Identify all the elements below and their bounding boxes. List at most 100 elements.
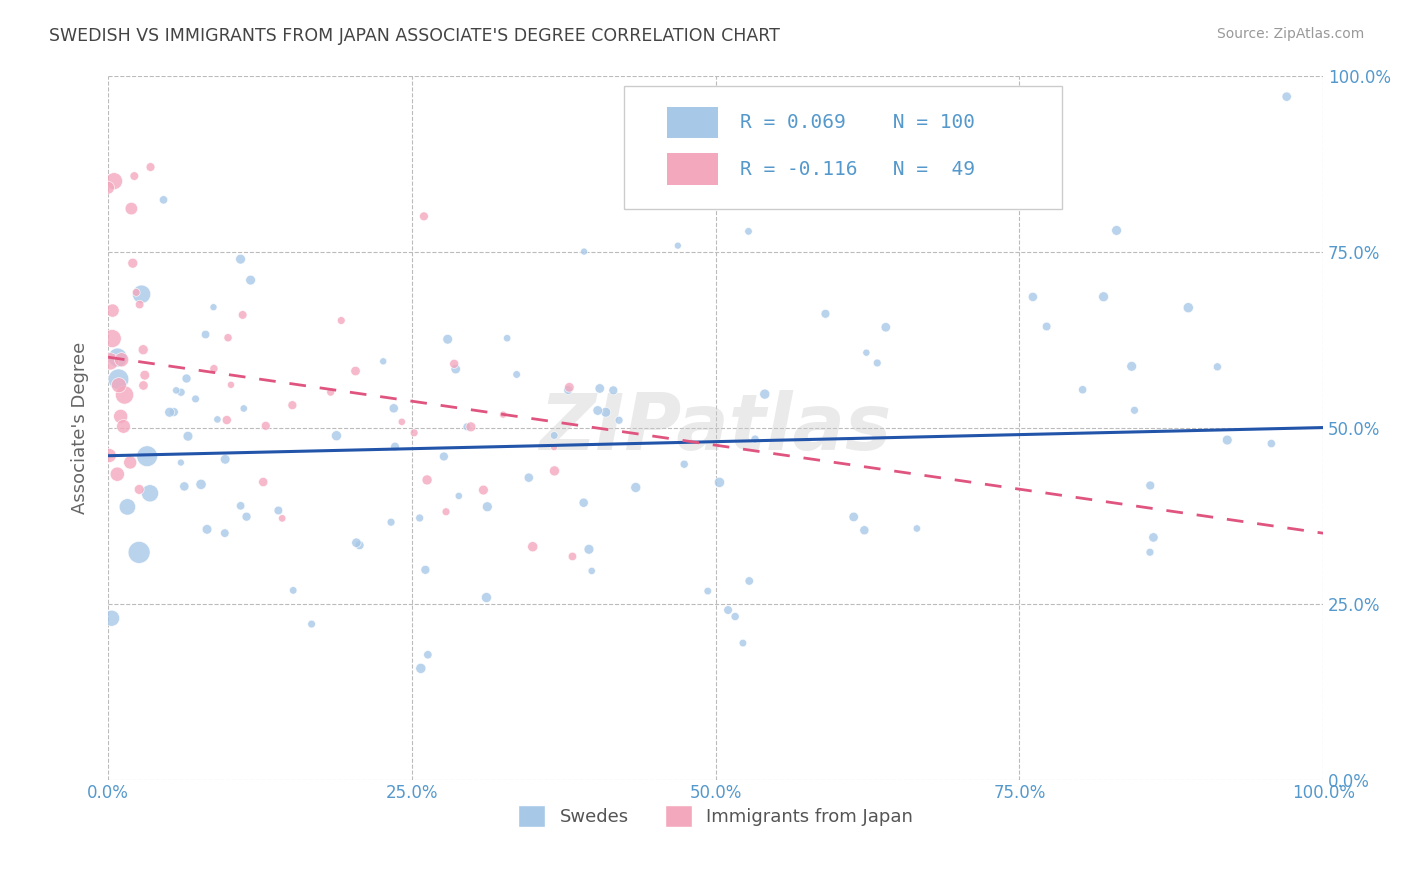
Point xyxy=(444,362,467,376)
Point xyxy=(121,256,143,270)
Point xyxy=(124,169,146,183)
Point xyxy=(543,464,565,478)
Point xyxy=(184,392,207,406)
Point xyxy=(100,611,122,625)
Point xyxy=(443,357,465,371)
Point xyxy=(1142,530,1164,544)
Point xyxy=(252,475,274,489)
Point xyxy=(666,238,689,252)
Point xyxy=(139,486,162,500)
Point xyxy=(434,505,457,519)
Point xyxy=(572,244,595,259)
Point xyxy=(202,300,225,314)
Point xyxy=(132,343,155,357)
Point xyxy=(391,415,413,429)
Point xyxy=(215,413,238,427)
Point xyxy=(120,455,142,469)
Point xyxy=(105,467,128,482)
Point xyxy=(1092,290,1115,304)
Point xyxy=(101,303,124,318)
Point xyxy=(110,352,132,367)
Point xyxy=(472,483,495,497)
Point xyxy=(195,522,218,536)
Point xyxy=(254,418,277,433)
Point xyxy=(235,509,257,524)
FancyBboxPatch shape xyxy=(666,153,718,185)
Point xyxy=(1206,359,1229,374)
Point xyxy=(239,273,262,287)
Point xyxy=(754,387,776,401)
Point xyxy=(384,440,406,454)
Y-axis label: Associate's Degree: Associate's Degree xyxy=(72,342,89,514)
Point xyxy=(117,500,139,514)
Point xyxy=(134,368,156,383)
Point xyxy=(170,456,193,470)
Point xyxy=(1275,89,1298,103)
Point xyxy=(207,412,229,426)
Point xyxy=(595,405,617,419)
Point xyxy=(128,483,150,497)
Point xyxy=(344,364,367,378)
Point xyxy=(283,583,305,598)
Point xyxy=(128,297,150,311)
Point xyxy=(131,287,153,301)
Point xyxy=(219,377,242,392)
Point xyxy=(477,500,499,514)
Point xyxy=(447,489,470,503)
Point xyxy=(139,160,162,174)
Point xyxy=(373,354,395,368)
Point xyxy=(572,496,595,510)
Point xyxy=(1216,433,1239,447)
Point xyxy=(107,351,129,365)
Point xyxy=(853,523,876,537)
Point xyxy=(97,180,120,194)
Text: R = -0.116   N =  49: R = -0.116 N = 49 xyxy=(740,160,974,178)
Point xyxy=(737,224,759,238)
Point xyxy=(905,521,928,535)
Point xyxy=(1260,436,1282,450)
Point xyxy=(517,470,540,484)
Point xyxy=(229,499,252,513)
Point xyxy=(194,327,217,342)
Point xyxy=(717,603,740,617)
Point xyxy=(98,354,121,368)
Point xyxy=(1139,545,1161,559)
Point xyxy=(271,511,294,525)
Point xyxy=(110,409,132,424)
Point xyxy=(409,661,432,675)
Point xyxy=(1121,359,1143,374)
Point xyxy=(557,383,579,397)
Point xyxy=(301,617,323,632)
Point xyxy=(416,648,439,662)
Point xyxy=(217,331,239,345)
Legend: Swedes, Immigrants from Japan: Swedes, Immigrants from Japan xyxy=(510,797,921,834)
Point xyxy=(173,479,195,493)
Point xyxy=(319,385,342,400)
Point xyxy=(624,480,647,494)
Point xyxy=(433,450,456,464)
Point xyxy=(855,345,877,359)
Point xyxy=(496,331,519,345)
Point xyxy=(101,332,124,346)
Point xyxy=(543,428,565,442)
Point xyxy=(232,401,254,416)
Point xyxy=(190,477,212,491)
Point xyxy=(1105,223,1128,237)
Point xyxy=(814,307,837,321)
Point xyxy=(415,563,437,577)
Point xyxy=(475,591,498,605)
Point xyxy=(607,413,630,427)
Point xyxy=(202,361,225,376)
Point xyxy=(456,419,478,434)
Point xyxy=(1022,290,1045,304)
Point xyxy=(120,202,142,216)
Point xyxy=(136,449,159,463)
Point xyxy=(214,452,236,467)
Point xyxy=(1177,301,1199,315)
Point xyxy=(98,449,121,463)
Point xyxy=(673,457,696,471)
Point xyxy=(108,378,131,392)
Point xyxy=(380,515,402,529)
Point xyxy=(561,549,583,564)
Point xyxy=(460,420,482,434)
